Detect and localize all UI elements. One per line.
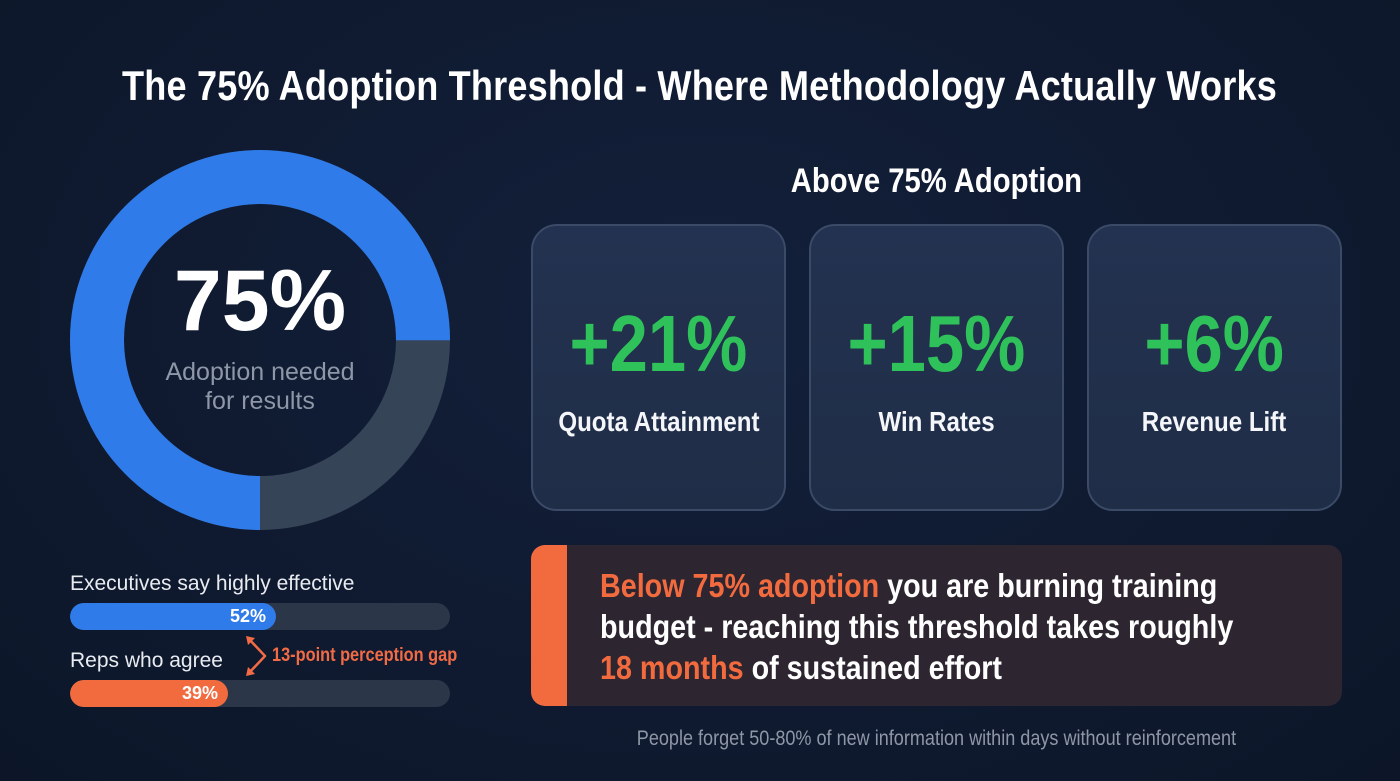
donut-value: 75% <box>173 253 347 349</box>
callout-text: Below 75% adoption you are burning train… <box>600 567 1234 686</box>
perception-gap-annotation: 13-point perception gap <box>272 645 458 666</box>
page-title: The 75% Adoption Threshold - Where Metho… <box>122 62 1278 109</box>
section-heading: Above 75% Adoption <box>790 162 1082 200</box>
double-arrow-icon <box>246 636 267 676</box>
metric-value: +15% <box>847 299 1026 388</box>
footnote: People forget 50-80% of new information … <box>636 727 1237 750</box>
metric-card-win-rates: +15% Win Rates <box>809 224 1064 511</box>
bar-label: Executives say highly effective <box>70 572 355 595</box>
bar-fill: 39% <box>70 680 228 707</box>
donut-label: Adoption needed for results <box>165 358 355 415</box>
metric-card-quota: +21% Quota Attainment <box>531 224 786 511</box>
bar-executives: Executives say highly effective 52% <box>70 570 450 630</box>
metric-value: +6% <box>1144 299 1285 388</box>
adoption-donut-chart: 75% Adoption needed for results <box>70 150 450 530</box>
bar-track: 39% <box>70 680 450 707</box>
bar-fill: 52% <box>70 603 276 630</box>
metric-value: +21% <box>569 299 748 388</box>
metric-card-revenue: +6% Revenue Lift <box>1087 224 1342 511</box>
callout-accent-stripe <box>531 545 567 706</box>
bar-reps: Reps who agree 39% <box>70 647 450 707</box>
donut-filled-segment <box>70 150 450 530</box>
bar-track: 52% <box>70 603 450 630</box>
metric-label: Win Rates <box>878 406 995 437</box>
metric-label: Revenue Lift <box>1142 406 1287 437</box>
bar-label: Reps who agree <box>70 649 223 672</box>
warning-callout: Below 75% adoption you are burning train… <box>531 545 1342 706</box>
metric-label: Quota Attainment <box>557 406 760 437</box>
donut-ring <box>70 150 450 530</box>
